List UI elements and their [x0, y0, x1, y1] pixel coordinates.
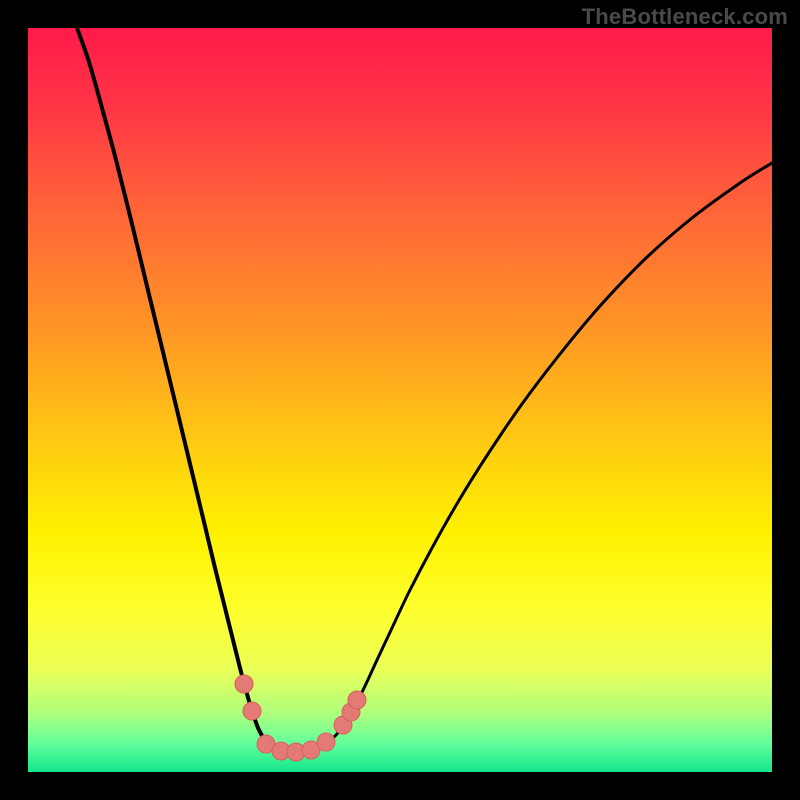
- chart-svg: [0, 0, 800, 800]
- watermark-text: TheBottleneck.com: [582, 4, 788, 30]
- data-marker: [317, 733, 335, 751]
- data-marker: [348, 691, 366, 709]
- data-marker: [243, 702, 261, 720]
- chart-frame: TheBottleneck.com: [0, 0, 800, 800]
- data-marker: [235, 675, 253, 693]
- chart-background: [28, 28, 772, 772]
